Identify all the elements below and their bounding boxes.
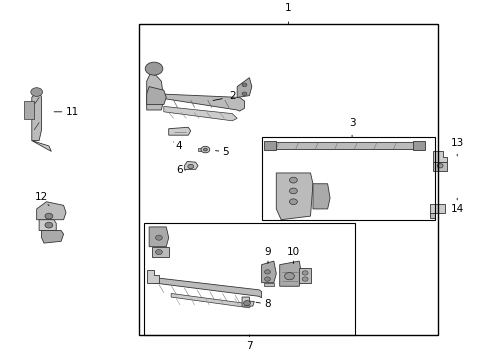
Polygon shape — [429, 212, 434, 218]
Polygon shape — [146, 71, 163, 110]
Circle shape — [155, 249, 162, 255]
Polygon shape — [32, 141, 51, 151]
Polygon shape — [242, 297, 254, 306]
Polygon shape — [432, 162, 447, 171]
Polygon shape — [39, 220, 56, 230]
Circle shape — [289, 199, 297, 204]
Polygon shape — [264, 283, 273, 286]
Polygon shape — [279, 261, 301, 286]
Circle shape — [289, 188, 297, 194]
Polygon shape — [24, 101, 34, 119]
Circle shape — [284, 273, 294, 280]
Polygon shape — [32, 90, 41, 141]
Circle shape — [302, 271, 307, 275]
Text: 11: 11 — [66, 107, 79, 117]
Polygon shape — [198, 148, 201, 151]
Circle shape — [242, 83, 246, 87]
Circle shape — [264, 270, 270, 274]
Polygon shape — [264, 141, 276, 150]
Text: 14: 14 — [449, 203, 463, 213]
Circle shape — [45, 213, 53, 219]
Text: 9: 9 — [264, 247, 271, 257]
Polygon shape — [429, 203, 444, 212]
Text: 5: 5 — [222, 147, 229, 157]
Polygon shape — [266, 143, 420, 149]
Text: 4: 4 — [175, 141, 182, 151]
Circle shape — [201, 146, 209, 153]
Polygon shape — [168, 127, 190, 135]
Polygon shape — [156, 94, 244, 111]
Text: 1: 1 — [285, 3, 291, 13]
Polygon shape — [237, 78, 251, 98]
Bar — [261, 137, 434, 220]
Circle shape — [45, 222, 53, 228]
Circle shape — [242, 92, 246, 96]
Text: 6: 6 — [176, 166, 183, 175]
Polygon shape — [41, 230, 63, 243]
Text: 2: 2 — [228, 91, 235, 100]
Polygon shape — [261, 261, 276, 283]
Circle shape — [302, 277, 307, 281]
Bar — [139, 24, 437, 335]
Polygon shape — [171, 293, 251, 308]
Polygon shape — [312, 184, 329, 209]
Polygon shape — [184, 161, 198, 169]
Polygon shape — [151, 277, 261, 298]
Circle shape — [203, 148, 207, 151]
Circle shape — [31, 88, 42, 96]
Circle shape — [243, 301, 250, 306]
Polygon shape — [149, 227, 168, 247]
Text: 7: 7 — [245, 341, 252, 351]
Polygon shape — [432, 151, 447, 162]
Text: 8: 8 — [264, 299, 270, 309]
Circle shape — [145, 62, 163, 75]
Polygon shape — [412, 141, 425, 150]
Polygon shape — [276, 173, 312, 220]
Text: 10: 10 — [286, 247, 299, 257]
Polygon shape — [146, 270, 159, 283]
Polygon shape — [151, 247, 168, 257]
Bar — [144, 223, 354, 335]
Circle shape — [264, 277, 270, 281]
Circle shape — [289, 177, 297, 183]
Polygon shape — [146, 87, 166, 105]
Polygon shape — [163, 107, 237, 121]
Text: 3: 3 — [348, 118, 355, 128]
Polygon shape — [299, 268, 311, 283]
Text: 13: 13 — [449, 138, 463, 148]
Polygon shape — [37, 202, 66, 220]
Circle shape — [155, 235, 162, 240]
Circle shape — [436, 163, 442, 168]
Circle shape — [187, 164, 193, 168]
Text: 12: 12 — [35, 192, 48, 202]
